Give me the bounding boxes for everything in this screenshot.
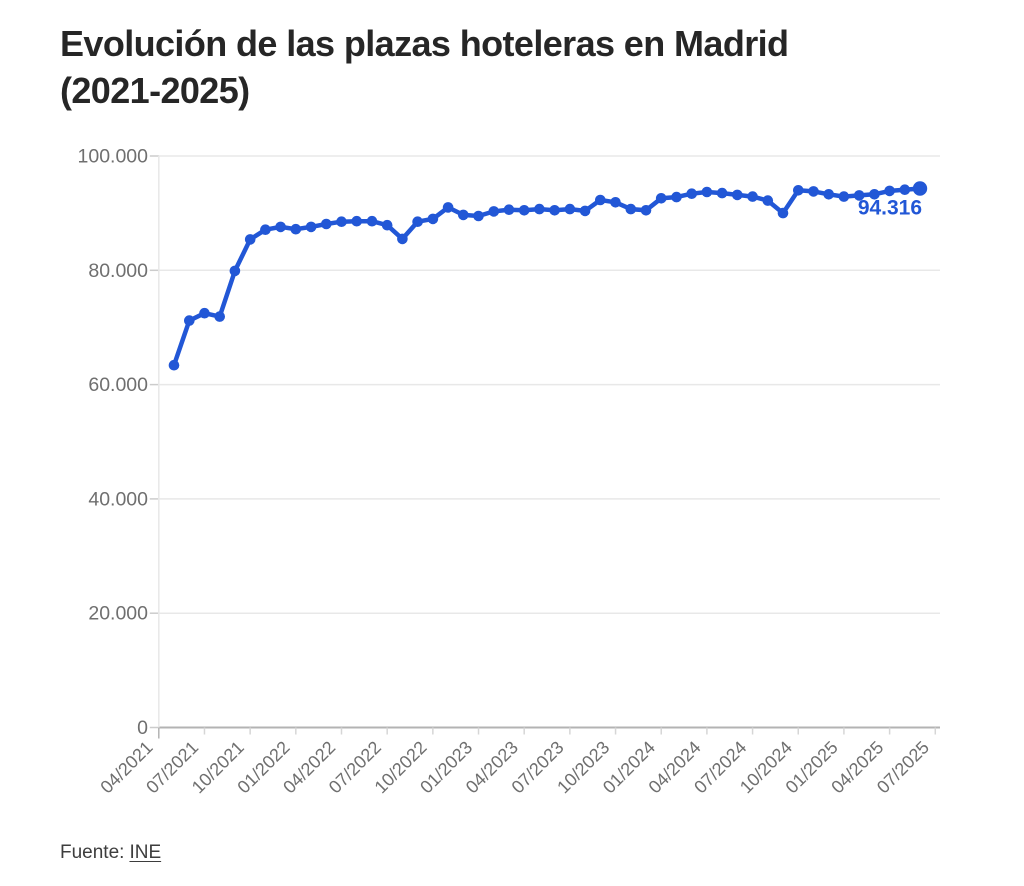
data-point [732,189,743,201]
source-link-ine[interactable]: INE [129,842,162,863]
data-point [899,184,911,195]
data-point [838,191,850,202]
data-point [442,202,454,213]
source-note: Fuente: INE [60,842,161,864]
line-series [171,186,923,368]
data-point [336,216,347,227]
data-point [808,186,819,197]
data-point [655,193,667,204]
y-axis-label: 0 [137,717,148,739]
data-point [488,206,500,217]
data-point [397,233,408,245]
data-point [458,209,469,221]
data-point [503,204,515,215]
data-point [366,215,378,227]
data-point [716,187,728,199]
data-point [260,224,271,235]
data-point [321,218,332,230]
data-point [244,234,256,245]
page-title: Evolución de las plazas hoteleras en Mad… [60,20,789,114]
data-point [793,185,804,196]
data-point [184,315,195,326]
data-point [534,203,545,215]
data-point [777,207,789,219]
data-point [473,210,484,222]
data-point [625,203,637,215]
data-point [214,311,225,322]
y-axis-label: 80.000 [88,260,148,282]
source-label: Fuente: [60,842,125,863]
data-point [305,221,317,233]
data-point [275,221,286,233]
data-point [427,213,439,225]
page-title-line2: (2021-2025) [60,70,250,111]
y-axis-label: 100.000 [78,146,149,168]
data-point [640,205,652,216]
data-point [762,195,774,206]
data-point [869,189,880,200]
data-point [610,197,621,208]
data-point [747,191,758,202]
data-point [884,185,895,197]
data-point [823,189,834,200]
data-point [671,191,682,203]
y-axis-label: 20.000 [88,603,148,625]
value-annotation: 94.316 [858,196,922,219]
data-point [549,205,560,216]
data-point [381,219,393,231]
y-axis-label: 60.000 [88,374,148,396]
page-title-line1: Evolución de las plazas hoteleras en Mad… [60,23,789,64]
data-point [853,190,865,201]
data-point [229,265,241,277]
data-point [595,194,606,206]
data-point [518,205,530,216]
y-axis-label: 40.000 [88,488,148,510]
data-point [168,359,180,371]
data-point [290,223,302,235]
data-point [199,307,210,319]
data-point [412,216,423,227]
data-point-last [912,181,928,196]
data-point [686,188,697,199]
data-point [701,186,713,198]
data-point [564,203,576,215]
data-point [579,205,591,217]
data-point [351,215,363,227]
